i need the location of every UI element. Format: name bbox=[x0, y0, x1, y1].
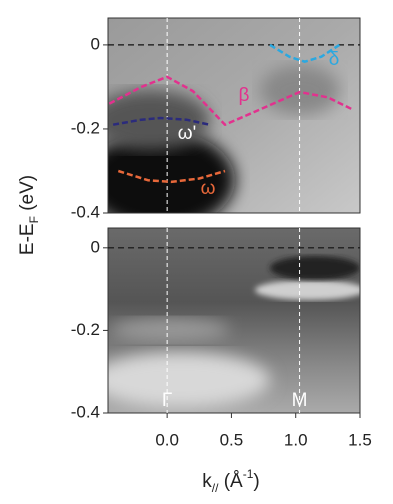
curve-label: δ bbox=[329, 49, 340, 70]
y-axis-label-part: E-E bbox=[17, 223, 38, 255]
plot-frame bbox=[107, 17, 361, 214]
x-tick-label: 1.5 bbox=[348, 430, 372, 449]
x-axis-label-part: (Å bbox=[218, 471, 243, 492]
x-axis-label-part: // bbox=[212, 481, 219, 495]
x-tick-label: 0.0 bbox=[155, 430, 179, 449]
y-axis-label-part: (eV) bbox=[17, 175, 38, 216]
y-tick-label: -0.4 bbox=[71, 202, 100, 221]
y-tick-label: 0 bbox=[91, 237, 100, 256]
x-axis-label: k// (Å-1) bbox=[202, 467, 259, 495]
x-axis-label-part: ) bbox=[253, 471, 259, 492]
x-tick-label: 1.0 bbox=[284, 430, 308, 449]
x-axis-label-part: -1 bbox=[243, 467, 254, 481]
y-tick-label: -0.2 bbox=[71, 320, 100, 339]
curve-label: ω bbox=[201, 178, 216, 199]
point-label: M bbox=[292, 390, 308, 411]
y-tick-label: 0 bbox=[91, 34, 100, 53]
y-axis-label-part: F bbox=[27, 216, 41, 223]
bottom-image bbox=[108, 228, 360, 413]
guide-curve bbox=[117, 169, 226, 184]
plot-frame bbox=[107, 227, 361, 414]
top-image bbox=[108, 18, 360, 213]
curve-label: ω' bbox=[178, 123, 196, 144]
y-tick-label: -0.2 bbox=[71, 118, 100, 137]
guide-curve bbox=[108, 75, 355, 126]
y-tick-label: -0.4 bbox=[71, 402, 100, 421]
guide-curve bbox=[112, 116, 210, 126]
y-axis-label: E-EF (eV) bbox=[17, 175, 41, 255]
x-tick-label: 0.5 bbox=[220, 430, 244, 449]
x-axis-label-part: k bbox=[202, 471, 212, 492]
curve-label: β bbox=[239, 85, 250, 106]
guide-curve bbox=[269, 43, 341, 63]
point-label: Γ bbox=[162, 390, 172, 411]
